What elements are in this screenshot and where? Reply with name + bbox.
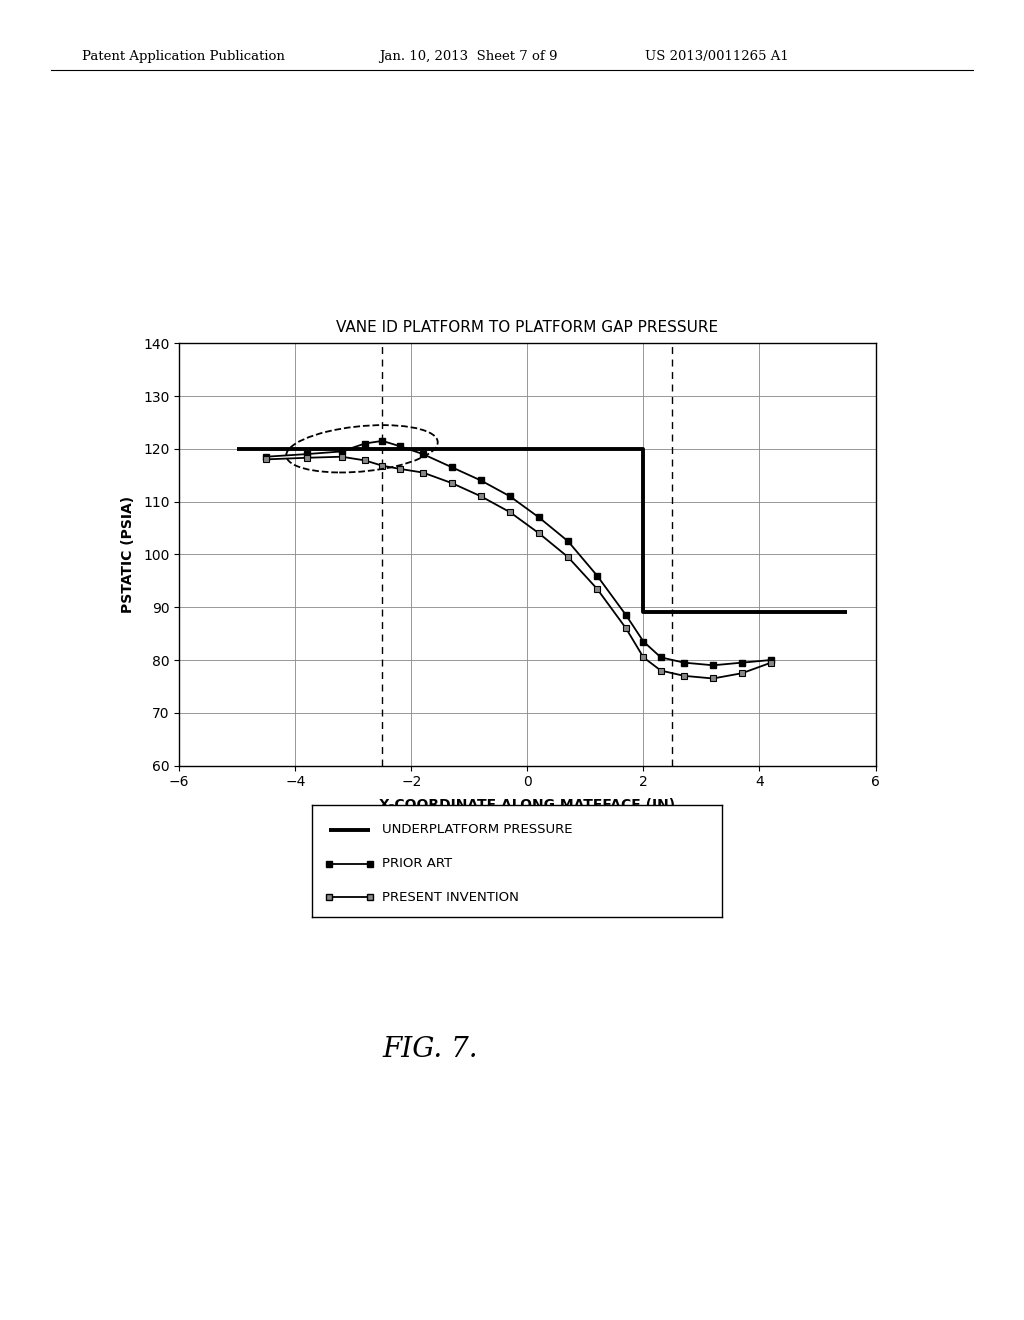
PRESENT INVENTION: [532, 525, 545, 541]
Text: PRIOR ART: PRIOR ART: [382, 857, 452, 870]
Title: VANE ID PLATFORM TO PLATFORM GAP PRESSURE: VANE ID PLATFORM TO PLATFORM GAP PRESSUR…: [336, 319, 719, 335]
PRIOR ART: [620, 607, 632, 623]
PRIOR ART: [301, 446, 313, 462]
Line: PRIOR ART: PRIOR ART: [263, 437, 774, 669]
UNDERPLATFORM PRESSURE: [637, 605, 649, 620]
Line: UNDERPLATFORM PRESSURE: UNDERPLATFORM PRESSURE: [238, 449, 847, 612]
PRESENT INVENTION: [707, 671, 719, 686]
PRESENT INVENTION: [591, 581, 603, 597]
PRIOR ART: [358, 436, 371, 451]
Text: PRESENT INVENTION: PRESENT INVENTION: [382, 891, 519, 904]
PRIOR ART: [637, 634, 649, 649]
UNDERPLATFORM PRESSURE: [637, 441, 649, 457]
PRESENT INVENTION: [504, 504, 516, 520]
PRIOR ART: [678, 655, 690, 671]
PRIOR ART: [376, 433, 388, 449]
UNDERPLATFORM PRESSURE: [841, 605, 853, 620]
PRESENT INVENTION: [475, 488, 487, 504]
Line: PRESENT INVENTION: PRESENT INVENTION: [263, 453, 774, 682]
PRESENT INVENTION: [445, 475, 458, 491]
PRESENT INVENTION: [562, 549, 574, 565]
Text: Patent Application Publication: Patent Application Publication: [82, 50, 285, 63]
PRESENT INVENTION: [358, 453, 371, 469]
PRIOR ART: [736, 655, 749, 671]
PRIOR ART: [707, 657, 719, 673]
PRIOR ART: [475, 473, 487, 488]
PRESENT INVENTION: [678, 668, 690, 684]
PRIOR ART: [504, 488, 516, 504]
PRIOR ART: [562, 533, 574, 549]
Y-axis label: PSTATIC (PSIA): PSTATIC (PSIA): [121, 496, 134, 612]
PRESENT INVENTION: [417, 465, 429, 480]
PRIOR ART: [336, 444, 348, 459]
Text: Jan. 10, 2013  Sheet 7 of 9: Jan. 10, 2013 Sheet 7 of 9: [379, 50, 557, 63]
PRESENT INVENTION: [736, 665, 749, 681]
PRIOR ART: [654, 649, 667, 665]
PRESENT INVENTION: [260, 451, 272, 467]
Text: UNDERPLATFORM PRESSURE: UNDERPLATFORM PRESSURE: [382, 824, 572, 837]
PRIOR ART: [393, 438, 406, 454]
PRESENT INVENTION: [301, 450, 313, 466]
Text: FIG. 7.: FIG. 7.: [382, 1036, 478, 1063]
PRIOR ART: [532, 510, 545, 525]
PRESENT INVENTION: [376, 458, 388, 474]
PRESENT INVENTION: [654, 663, 667, 678]
PRIOR ART: [260, 449, 272, 465]
PRIOR ART: [445, 459, 458, 475]
PRIOR ART: [765, 652, 777, 668]
UNDERPLATFORM PRESSURE: [231, 441, 244, 457]
PRESENT INVENTION: [637, 649, 649, 665]
PRIOR ART: [417, 446, 429, 462]
PRESENT INVENTION: [393, 461, 406, 477]
X-axis label: X-COORDINATE ALONG MATEFACE (IN): X-COORDINATE ALONG MATEFACE (IN): [379, 797, 676, 812]
PRIOR ART: [591, 568, 603, 583]
PRESENT INVENTION: [620, 620, 632, 636]
PRESENT INVENTION: [765, 655, 777, 671]
Text: US 2013/0011265 A1: US 2013/0011265 A1: [645, 50, 788, 63]
PRESENT INVENTION: [336, 449, 348, 465]
